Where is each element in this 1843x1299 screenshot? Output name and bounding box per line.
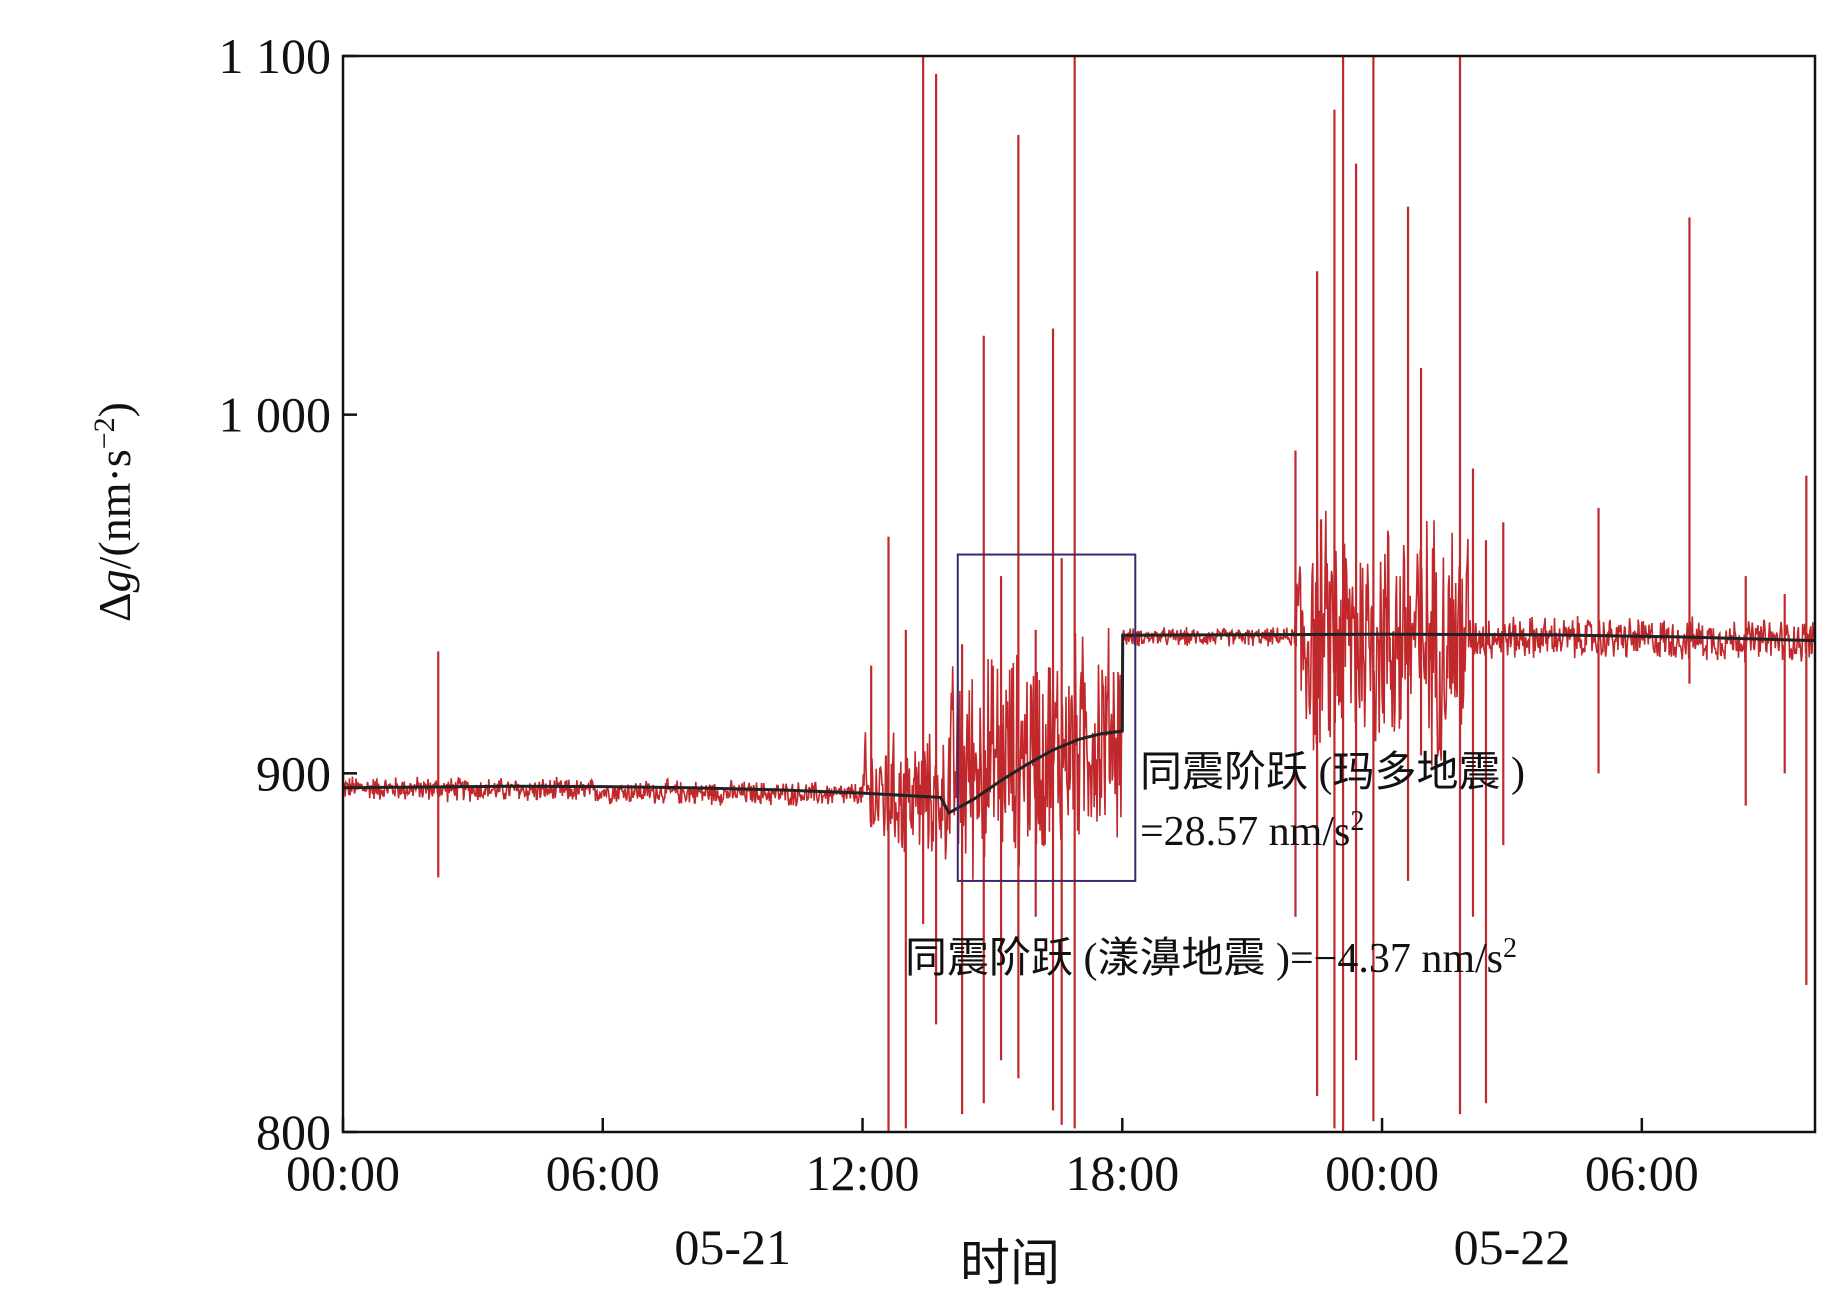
y-axis-label-unit: /(nm·s: [89, 449, 140, 569]
x-tick-label-5: 06:00: [1585, 1145, 1699, 1201]
y-tick-label-0: 800: [256, 1104, 331, 1160]
annotation-maduo-sup: 2: [1350, 806, 1364, 837]
x-axis-label: 时间: [960, 1235, 1060, 1291]
annotation-maduo-line2: =28.57 nm/s2: [1140, 806, 1364, 856]
x-tick-label-1: 06:00: [546, 1145, 660, 1201]
highlight-box: [956, 553, 1137, 882]
plot-frame: [341, 54, 1817, 1134]
x-tick-label-3: 18:00: [1065, 1145, 1179, 1201]
y-tick-label-3: 1 100: [219, 28, 332, 84]
plot-border: [341, 54, 1817, 1134]
date-label-0: 05-21: [674, 1219, 791, 1275]
date-label-1: 05-22: [1454, 1219, 1571, 1275]
x-tick-label-4: 00:00: [1325, 1145, 1439, 1201]
fit-series-line: [342, 632, 1816, 815]
annotation-yangbi-sup: 2: [1503, 933, 1517, 964]
annotation-maduo-line1: 同震阶跃 (玛多地震 ): [1140, 750, 1525, 796]
y-axis-label-exp: −2: [88, 417, 121, 449]
y-tick-label-1: 900: [256, 745, 331, 801]
fitted-trend-series: [342, 632, 1816, 815]
raw-series-line: [343, 510, 1815, 880]
y-tick-label-2: 1 000: [219, 387, 332, 443]
y-axis-label: Δg/(nm·s−2): [88, 402, 141, 622]
x-tick-label-0: 00:00: [286, 1145, 400, 1201]
y-axis-label-prefix: Δ: [89, 592, 140, 622]
y-axis-label-close: ): [89, 402, 140, 417]
x-tick-label-2: 12:00: [806, 1145, 920, 1201]
highlight-box-group: [956, 553, 1137, 882]
y-axis-label-var: g: [89, 569, 140, 592]
raw-gravity-series: [343, 56, 1815, 1132]
annotation-yangbi-text: 同震阶跃 (漾濞地震 )=−4.37 nm/s: [905, 935, 1503, 982]
annotation-yangbi: 同震阶跃 (漾濞地震 )=−4.37 nm/s2: [905, 933, 1517, 983]
annotation-maduo-value: =28.57 nm/s: [1140, 809, 1350, 855]
